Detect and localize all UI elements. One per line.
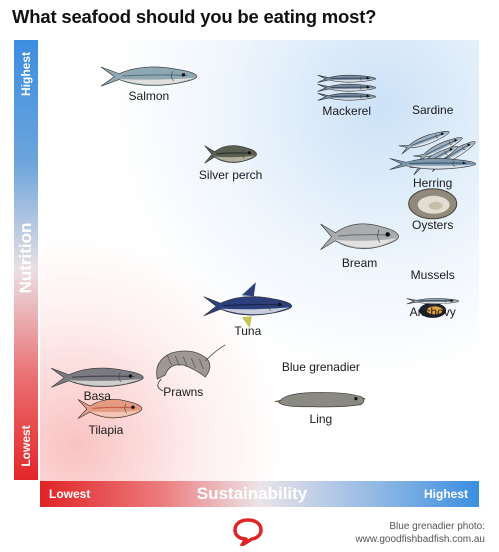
y-axis-low-label: Lowest: [19, 425, 33, 467]
x-axis-title: Sustainability: [196, 484, 308, 503]
point-label-ling: Ling: [309, 411, 333, 426]
y-axis-high-label: Highest: [19, 51, 33, 97]
point-label-tuna: Tuna: [234, 324, 262, 339]
basa-icon: [51, 367, 144, 388]
point-label-basa: Basa: [83, 388, 111, 403]
mussels-icon: [419, 302, 447, 318]
point-label-mussels: Mussels: [410, 268, 455, 283]
data-points: [51, 66, 477, 419]
point-label-anchovy: Anchovy: [409, 305, 456, 320]
point-label-silver-perch: Silver perch: [198, 168, 263, 183]
oysters-icon: [408, 188, 458, 220]
point-label-tilapia: Tilapia: [88, 423, 124, 437]
x-axis-low-label: Lowest: [49, 487, 91, 501]
anchovy-icon: [406, 298, 460, 305]
salmon-icon: [100, 66, 198, 87]
mackerel-icon: [317, 74, 377, 101]
tilapia-icon: [77, 398, 143, 419]
prawns-icon: [156, 344, 226, 392]
point-label-herring: Herring: [413, 176, 453, 190]
speech-bubble-logo-icon: [233, 518, 263, 546]
x-axis-bar: [40, 481, 479, 507]
point-label-mackerel: Mackerel: [322, 103, 372, 118]
silver-perch-icon: [204, 145, 257, 164]
photo-credit-line2: www.goodfishbadfish.com.au: [355, 534, 485, 545]
chart-title: What seafood should you be eating most?: [12, 6, 377, 27]
point-label-salmon: Salmon: [128, 88, 170, 103]
point-label-oysters: Oysters: [412, 217, 454, 232]
point-label-bream: Bream: [341, 255, 378, 270]
herring-icon: [389, 158, 477, 170]
point-label-prawns: Prawns: [163, 385, 204, 399]
y-axis-bar: [14, 40, 38, 480]
tuna-icon: [203, 282, 293, 329]
photo-credit: Blue grenadier photo: www.goodfishbadfis…: [355, 520, 485, 546]
bream-icon: [320, 223, 399, 250]
x-axis-high-label: Highest: [424, 487, 469, 501]
y-axis-title: Nutrition: [16, 222, 35, 294]
point-label-blue-grenadier: Blue grenadier: [281, 359, 360, 374]
point-label-sardine: Sardine: [412, 103, 454, 117]
ling-icon: [278, 392, 365, 408]
photo-credit-line1: Blue grenadier photo:: [389, 521, 485, 532]
